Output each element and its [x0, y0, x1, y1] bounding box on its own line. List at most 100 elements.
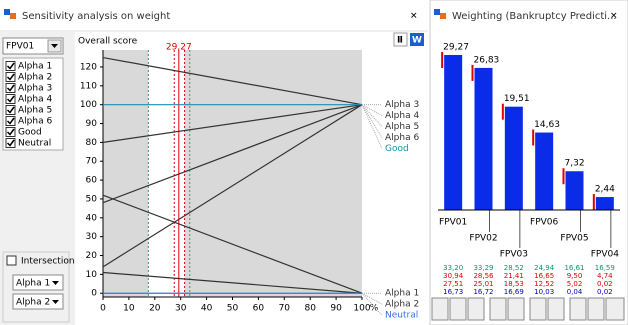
series-label: Alpha 2 [385, 300, 419, 310]
table-cell: 33,29 [473, 264, 493, 272]
category-label: FPV03 [500, 250, 528, 260]
value-label: 7,32 [565, 159, 585, 169]
series-label: Alpha 3 [385, 100, 419, 110]
checklist-label: Alpha 6 [18, 117, 52, 127]
current-weight-label: 29,27 [166, 43, 192, 53]
value-label: 2,44 [595, 185, 615, 195]
series-line [102, 56, 363, 106]
y-tick-label: 0 [91, 289, 97, 299]
icon-glyph: W [412, 36, 422, 46]
table-cell: 12,52 [534, 280, 554, 288]
toolbar-button[interactable] [547, 297, 565, 321]
checklist-label: Neutral [18, 139, 51, 149]
value-label: 29,27 [443, 43, 469, 53]
label-leader [361, 292, 383, 316]
check-mark [6, 117, 15, 125]
x-tick-label: 80 [304, 304, 316, 314]
bar [444, 55, 463, 210]
alpha-dropdown[interactable] [12, 293, 64, 310]
intersection-b: Alpha 2 [16, 298, 50, 308]
x-tick-label: 30 [175, 304, 187, 314]
bar [504, 106, 523, 210]
intersection-a: Alpha 1 [16, 279, 50, 289]
table-cell: 16,72 [473, 288, 493, 296]
alpha-dropdown[interactable] [12, 274, 64, 291]
checkbox[interactable] [5, 72, 16, 82]
checkbox[interactable] [5, 83, 16, 93]
table-cell: 25,01 [473, 280, 493, 288]
toolbar-button[interactable] [431, 297, 449, 321]
app-icon [10, 13, 16, 19]
checkbox[interactable] [5, 61, 16, 71]
series-label: Alpha 5 [385, 122, 419, 132]
y-tick-label: 60 [86, 176, 98, 186]
close-button[interactable]: ✕ [410, 12, 418, 22]
y-tick-label: 50 [86, 194, 98, 204]
toolbar-button[interactable] [507, 297, 525, 321]
table-cell: 28,56 [473, 272, 494, 280]
series-label: Alpha 1 [385, 289, 419, 299]
x-tick-label: 40 [201, 304, 213, 314]
sensitivity-chart: 29,27 0 10 20 30 40 50 60 70 80 90 100 110 120 0 10 20 30… [80, 43, 420, 321]
intersection-checkbox[interactable] [6, 255, 17, 266]
table-cell: 28,52 [504, 264, 524, 272]
category-label: FPV05 [560, 234, 588, 244]
label-leader [361, 104, 383, 128]
checklist-label: Alpha 2 [18, 73, 52, 83]
table-cell: 5,02 [567, 280, 583, 288]
series-line [102, 194, 363, 294]
toolbar-icon[interactable] [393, 32, 408, 47]
category-label: FPV01 [439, 218, 467, 228]
checklist-label: Good [18, 128, 42, 138]
checkbox[interactable] [5, 127, 16, 137]
y-tick-label: 40 [86, 213, 98, 223]
x-tick-label: 90 [330, 304, 342, 314]
app-icon [434, 9, 440, 15]
icon-glyph: Ⅱ [397, 36, 403, 46]
category-label: FPV04 [591, 250, 619, 260]
toolbar-button[interactable] [489, 297, 507, 321]
y-tick-label: 20 [86, 251, 98, 261]
checkbox[interactable] [5, 138, 16, 148]
toolbar-button[interactable] [529, 297, 547, 321]
checkbox[interactable] [5, 94, 16, 104]
table-cell: 16,59 [595, 264, 615, 272]
table-cell: 30,94 [443, 272, 464, 280]
criterion: FPV01 [6, 42, 34, 52]
toolbar-button[interactable] [449, 297, 467, 321]
y-tick-label: 10 [86, 270, 98, 280]
toolbar-button[interactable] [569, 297, 587, 321]
weighting-chart: 29,27 FPV01 26,83 FPV02 19,51 FPV03 14,63 FPV06… [438, 43, 620, 260]
checkbox[interactable] [5, 116, 16, 126]
check-mark [6, 106, 15, 114]
series-label: Alpha 4 [385, 111, 419, 121]
y-tick-label: 120 [80, 62, 97, 72]
check-mark [6, 139, 15, 147]
check-mark [6, 128, 15, 136]
checkbox[interactable] [5, 105, 16, 115]
series-line [102, 104, 363, 204]
toolbar-button[interactable] [587, 297, 605, 321]
value-label: 26,83 [474, 55, 500, 65]
dropdown-arrow [51, 44, 58, 48]
category-label: FPV02 [469, 234, 497, 244]
series-label: Alpha 6 [385, 133, 419, 143]
label-leader [361, 104, 383, 138]
close-button[interactable]: ✕ [610, 12, 618, 22]
x-tick-label: 70 [279, 304, 291, 314]
title-bar [0, 0, 428, 30]
x-tick-label: 100 [353, 304, 370, 314]
toolbar-icon[interactable] [410, 33, 424, 46]
x-tick-label: 60 [253, 304, 265, 314]
table-cell: 0,04 [567, 288, 583, 296]
table-cell: 27,51 [443, 280, 463, 288]
toolbar-button[interactable] [467, 297, 485, 321]
table-cell: 4,74 [597, 272, 613, 280]
label-leader [361, 104, 383, 149]
toolbar-button[interactable] [605, 297, 625, 321]
table-cell: 0,02 [597, 288, 613, 296]
checklist-label: Alpha 5 [18, 106, 52, 116]
intersection-label: Intersection [21, 257, 75, 267]
